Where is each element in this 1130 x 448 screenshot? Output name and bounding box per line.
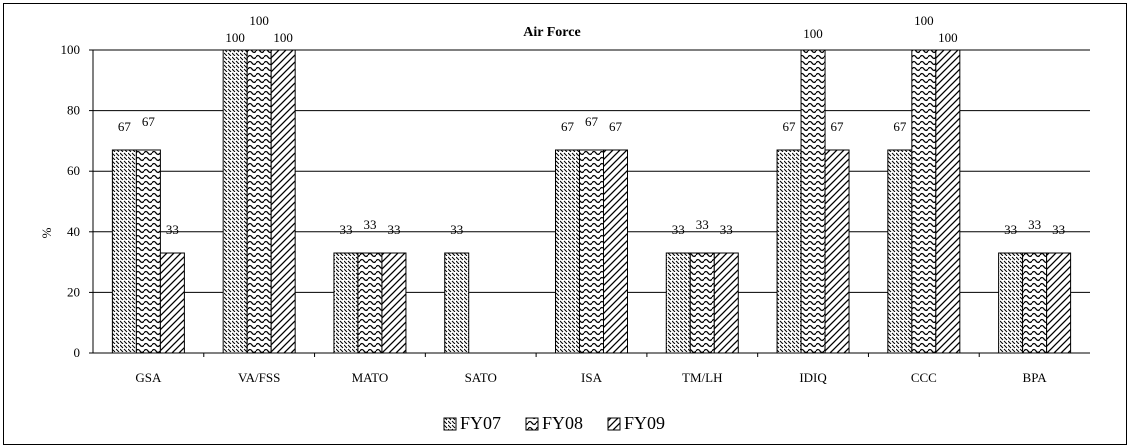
bar-fy08 bbox=[911, 49, 937, 354]
data-label: 67 bbox=[831, 119, 845, 134]
bar-fy08 bbox=[689, 252, 715, 354]
data-label: 67 bbox=[893, 119, 907, 134]
bar-fy07 bbox=[887, 149, 913, 354]
bar-fy09 bbox=[159, 252, 185, 354]
data-label: 33 bbox=[166, 222, 179, 237]
x-category-label: BPA bbox=[1023, 370, 1048, 385]
data-label: 33 bbox=[450, 222, 463, 237]
bar-fy09 bbox=[1046, 252, 1072, 354]
data-label: 33 bbox=[387, 222, 400, 237]
data-label: 33 bbox=[339, 222, 352, 237]
data-label: 100 bbox=[938, 30, 958, 45]
legend-swatch bbox=[607, 417, 621, 431]
data-label: 67 bbox=[118, 119, 132, 134]
data-label: 33 bbox=[1052, 222, 1065, 237]
y-tick-label: 0 bbox=[74, 345, 81, 360]
y-tick-label: 100 bbox=[61, 42, 81, 57]
x-category-label: CCC bbox=[911, 370, 937, 385]
bar-fy07 bbox=[776, 149, 802, 354]
bar-fy09 bbox=[935, 49, 961, 354]
legend-label: FY09 bbox=[624, 413, 665, 433]
data-label: 33 bbox=[696, 217, 709, 232]
legend-swatch bbox=[525, 417, 539, 431]
bar-fy09 bbox=[270, 49, 296, 354]
y-axis-label: % bbox=[39, 227, 54, 238]
bar-fy09 bbox=[381, 252, 407, 354]
bar-fy08 bbox=[1022, 252, 1048, 354]
bar-fy07 bbox=[444, 252, 470, 354]
x-category-label: IDIQ bbox=[799, 370, 827, 385]
bar-fy07 bbox=[222, 49, 248, 354]
y-tick-label: 60 bbox=[67, 163, 80, 178]
bar-fy07 bbox=[555, 149, 580, 354]
x-category-label: TM/LH bbox=[682, 370, 722, 385]
data-label: 100 bbox=[273, 30, 293, 45]
x-category-label: ISA bbox=[581, 370, 603, 385]
legend-swatch bbox=[443, 417, 457, 431]
bar-fy07 bbox=[998, 252, 1024, 354]
bar-fy08 bbox=[135, 149, 161, 354]
bar-fy09 bbox=[824, 149, 850, 354]
data-label: 100 bbox=[914, 13, 934, 28]
axes bbox=[92, 50, 1090, 357]
legend-label: FY08 bbox=[542, 413, 583, 433]
data-label: 100 bbox=[225, 30, 245, 45]
y-tick-label: 20 bbox=[67, 284, 80, 299]
data-label: 67 bbox=[561, 119, 575, 134]
bar-fy07 bbox=[665, 252, 691, 354]
x-category-label: MATO bbox=[352, 370, 389, 385]
y-axis-ticks: 0 20 40 60 80 100 bbox=[61, 42, 93, 360]
y-tick-label: 40 bbox=[67, 224, 80, 239]
x-category-label: VA/FSS bbox=[238, 370, 280, 385]
legend-label: FY07 bbox=[460, 413, 501, 433]
bar-fy07 bbox=[333, 252, 359, 354]
data-label: 33 bbox=[1004, 222, 1017, 237]
data-label: 33 bbox=[672, 222, 685, 237]
data-label: 67 bbox=[609, 119, 623, 134]
x-axis-categories: GSA VA/FSS MATO SATO ISA TM/LH IDIQ CCC BPA bbox=[135, 370, 1047, 385]
data-label: 33 bbox=[1028, 217, 1041, 232]
data-label: 67 bbox=[783, 119, 797, 134]
bar-fy08 bbox=[357, 252, 383, 354]
bar-fy08 bbox=[800, 49, 826, 354]
data-label: 100 bbox=[249, 13, 269, 28]
data-labels: 67 67 33 100 100 100 33 33 33 33 67 67 67 33 33 33 67 100… bbox=[118, 13, 1065, 237]
bar-fy07 bbox=[111, 149, 137, 354]
data-label: 100 bbox=[803, 26, 823, 41]
data-label: 33 bbox=[720, 222, 733, 237]
bar-fy09 bbox=[713, 252, 739, 354]
data-label: 33 bbox=[363, 217, 376, 232]
data-label: 67 bbox=[142, 114, 156, 129]
x-category-label: SATO bbox=[465, 370, 497, 385]
bar-fy08 bbox=[579, 149, 604, 354]
chart-title: Air Force bbox=[523, 25, 580, 40]
bar-fy08 bbox=[246, 49, 272, 354]
y-tick-label: 80 bbox=[67, 103, 80, 118]
bars bbox=[111, 49, 1072, 354]
legend: FY07 FY08 FY09 bbox=[443, 413, 665, 433]
x-category-label: GSA bbox=[135, 370, 162, 385]
bar-fy09 bbox=[603, 149, 628, 354]
data-label: 67 bbox=[585, 114, 599, 129]
